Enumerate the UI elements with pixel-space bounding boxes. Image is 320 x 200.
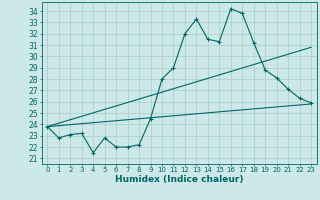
X-axis label: Humidex (Indice chaleur): Humidex (Indice chaleur) — [115, 175, 244, 184]
